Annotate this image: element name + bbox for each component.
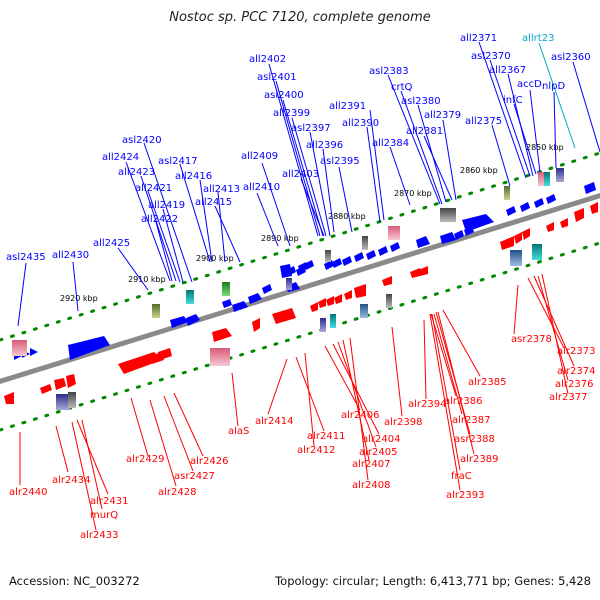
- gene-label[interactable]: alr2374: [557, 366, 595, 377]
- top-gene-labels: asl2435 all2430 all2425 all2424 all2423 …: [6, 33, 591, 263]
- gene-label[interactable]: alr2373: [557, 346, 595, 357]
- feature-boxes: [12, 168, 564, 410]
- scale-label-2890: 2890 kbp: [261, 234, 299, 243]
- gene-label[interactable]: asl2417: [158, 156, 198, 167]
- gene-label[interactable]: all2402: [249, 54, 286, 65]
- gene-label[interactable]: all2419: [148, 200, 185, 211]
- gene-label[interactable]: alr2394: [408, 399, 446, 410]
- gene-label[interactable]: alr2389: [460, 454, 498, 465]
- trna-callout-line: [538, 42, 576, 149]
- gene-label[interactable]: nlpD: [542, 81, 565, 92]
- gene-label[interactable]: alr2385: [468, 377, 506, 388]
- top-callout-lines: [17, 41, 600, 327]
- gene-label[interactable]: alr2386: [444, 396, 482, 407]
- gene-label[interactable]: alr2393: [446, 490, 484, 501]
- gene-label[interactable]: asr2388: [454, 434, 495, 445]
- gene-label[interactable]: alr2376: [555, 379, 593, 390]
- gene-label[interactable]: all2375: [465, 116, 502, 127]
- gene-label[interactable]: all2379: [424, 110, 461, 121]
- gene-label[interactable]: alr2434: [52, 475, 90, 486]
- gene-label[interactable]: all2390: [342, 118, 379, 129]
- gene-label[interactable]: all2396: [306, 140, 343, 151]
- gene-label[interactable]: asl2395: [320, 156, 360, 167]
- gene-label[interactable]: accD: [517, 79, 542, 90]
- topology-label: Topology: circular; Length: 6,413,771 bp…: [275, 574, 591, 588]
- gene-label[interactable]: alr2411: [307, 431, 345, 442]
- scale-label-2880: 2880 kbp: [328, 212, 366, 221]
- gene-label[interactable]: alr2407: [352, 459, 390, 470]
- accession-label: Accession: NC_003272: [9, 574, 140, 588]
- gene-label[interactable]: all2381: [406, 126, 443, 137]
- scale-label-2910: 2910 kbp: [128, 275, 166, 284]
- scale-label-2850: 2850 kbp: [526, 143, 564, 152]
- gene-label[interactable]: all2425: [93, 238, 130, 249]
- gene-label[interactable]: all2416: [175, 171, 212, 182]
- gene-label[interactable]: alr2440: [9, 487, 47, 498]
- gene-label[interactable]: alr2412: [297, 445, 335, 456]
- gene-label[interactable]: alaS: [228, 426, 249, 437]
- gene-label[interactable]: asl2435: [6, 252, 46, 263]
- gene-label[interactable]: all2421: [135, 183, 172, 194]
- gene-label[interactable]: all2430: [52, 250, 89, 261]
- gene-label[interactable]: all2399: [273, 108, 310, 119]
- scale-label-2860: 2860 kbp: [460, 166, 498, 175]
- scale-label-2870: 2870 kbp: [394, 189, 432, 198]
- gene-label[interactable]: asl2397: [291, 123, 331, 134]
- genome-backbone: [0, 193, 600, 384]
- gene-label[interactable]: all2384: [372, 138, 409, 149]
- gene-label[interactable]: asl2360: [551, 52, 591, 63]
- gene-label[interactable]: crtQ: [391, 82, 413, 93]
- reverse-scale-track: [0, 241, 600, 432]
- gene-label[interactable]: alr2398: [384, 417, 422, 428]
- gene-label[interactable]: all2415: [195, 197, 232, 208]
- gene-label[interactable]: all2371: [460, 33, 497, 44]
- gene-label[interactable]: asl2420: [122, 135, 162, 146]
- gene-label[interactable]: alr2405: [359, 447, 397, 458]
- gene-label[interactable]: infC: [503, 95, 523, 106]
- gene-label[interactable]: asr2378: [511, 334, 552, 345]
- gene-label[interactable]: asl2383: [369, 66, 409, 77]
- gene-label[interactable]: alr2377: [549, 392, 587, 403]
- gene-label[interactable]: asl2400: [264, 90, 304, 101]
- gene-label[interactable]: all2410: [243, 182, 280, 193]
- gene-label[interactable]: alr2404: [362, 434, 400, 445]
- gene-label[interactable]: alr2428: [158, 487, 196, 498]
- gene-label[interactable]: alr2429: [126, 454, 164, 465]
- scale-label-2900: 2900 kbp: [196, 254, 234, 263]
- map-title: Nostoc sp. PCC 7120, complete genome: [169, 10, 431, 25]
- gene-label[interactable]: alr2431: [90, 496, 128, 507]
- bottom-callout-lines: [19, 273, 575, 531]
- gene-label[interactable]: all2367: [489, 65, 526, 76]
- gene-label[interactable]: asl2380: [401, 96, 441, 107]
- bottom-gene-labels: alr2440 alr2434 alr2431 murQ alr2433 alr…: [9, 334, 595, 541]
- gene-label[interactable]: murQ: [90, 510, 118, 521]
- gene-label[interactable]: asl2401: [257, 72, 297, 83]
- gene-label[interactable]: all2424: [102, 152, 139, 163]
- gene-label[interactable]: alr2433: [80, 530, 118, 541]
- gene-label[interactable]: all2423: [118, 167, 155, 178]
- gene-label[interactable]: alr2414: [255, 416, 293, 427]
- gene-label[interactable]: alr2408: [352, 480, 390, 491]
- gene-label[interactable]: asl2370: [471, 51, 511, 62]
- gene-label[interactable]: alr2426: [190, 456, 228, 467]
- gene-label[interactable]: all2409: [241, 151, 278, 162]
- gene-label[interactable]: allrt23: [522, 33, 554, 44]
- forward-genes: [14, 182, 596, 360]
- gene-label[interactable]: all2413: [203, 184, 240, 195]
- gene-label[interactable]: all2391: [329, 101, 366, 112]
- gene-label[interactable]: alr2387: [452, 415, 490, 426]
- reverse-genes: [4, 202, 598, 404]
- scale-label-2920: 2920 kbp: [60, 294, 98, 303]
- gene-label[interactable]: all2422: [141, 214, 178, 225]
- gene-label[interactable]: asr2427: [174, 471, 215, 482]
- gene-label[interactable]: alr2406: [341, 410, 379, 421]
- gene-label[interactable]: fraC: [451, 471, 472, 482]
- gene-label[interactable]: all2403: [282, 169, 319, 180]
- forward-scale-track: [0, 151, 600, 342]
